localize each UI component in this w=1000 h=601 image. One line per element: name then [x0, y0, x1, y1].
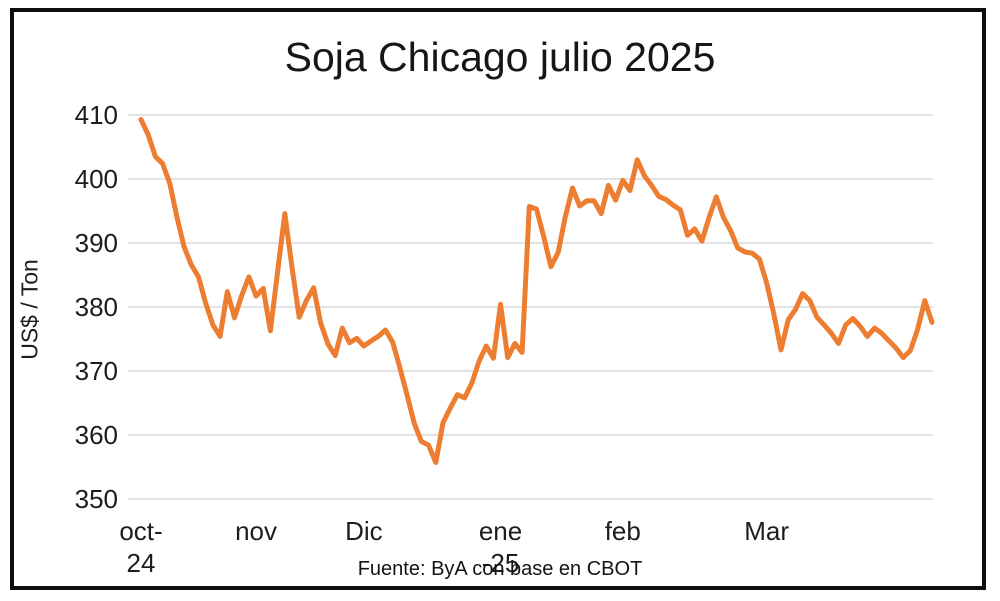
x-tick-line1: nov [235, 516, 277, 546]
x-tick-label-ene: ene -25 [441, 515, 561, 579]
x-tick-label-Mar: Mar [707, 515, 827, 547]
x-tick-line2: -25 [481, 548, 520, 578]
source-note: Fuente: ByA con base en CBOT [357, 558, 643, 580]
y-tick-label-360: 360 [74, 420, 118, 450]
x-tick-label-feb: feb [563, 515, 683, 547]
x-tick-line1: feb [604, 516, 641, 546]
chart-border-frame [10, 8, 986, 590]
x-tick-line2: 24 [126, 548, 156, 578]
x-tick-label-oct: oct- 24 [81, 515, 201, 579]
y-tick-label-390: 390 [74, 228, 118, 258]
x-tick-line1: Dic [345, 516, 383, 546]
x-tick-line1: ene [478, 516, 523, 546]
y-tick-label-370: 370 [74, 356, 118, 386]
x-tick-line1: Mar [744, 516, 789, 546]
x-tick-label-nov: nov [196, 515, 316, 547]
x-tick-line1: oct- [119, 516, 163, 546]
y-tick-label-380: 380 [74, 292, 118, 322]
x-tick-label-Dic: Dic [304, 515, 424, 547]
y-tick-label-410: 410 [74, 100, 118, 130]
y-tick-label-350: 350 [74, 484, 118, 514]
price-line-series [138, 117, 935, 465]
y-tick-label-400: 400 [74, 164, 118, 194]
chart-title: Soja Chicago julio 2025 [284, 34, 716, 80]
